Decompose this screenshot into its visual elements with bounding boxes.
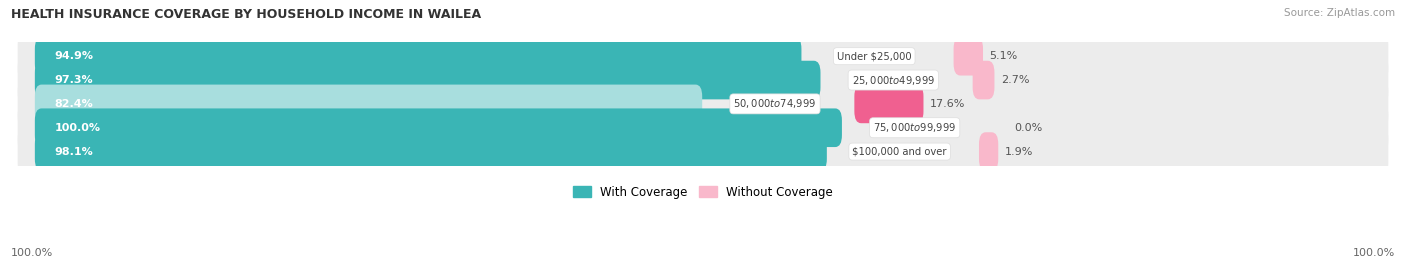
Text: HEALTH INSURANCE COVERAGE BY HOUSEHOLD INCOME IN WAILEA: HEALTH INSURANCE COVERAGE BY HOUSEHOLD I… (11, 8, 481, 21)
Legend: With Coverage, Without Coverage: With Coverage, Without Coverage (568, 181, 838, 203)
Text: 82.4%: 82.4% (55, 99, 93, 109)
Text: 0.0%: 0.0% (1014, 123, 1042, 133)
FancyBboxPatch shape (35, 61, 821, 99)
FancyBboxPatch shape (35, 37, 801, 76)
Text: $75,000 to $99,999: $75,000 to $99,999 (873, 121, 956, 134)
Text: Under $25,000: Under $25,000 (837, 51, 911, 61)
Text: 100.0%: 100.0% (55, 123, 101, 133)
Text: 17.6%: 17.6% (931, 99, 966, 109)
Text: 2.7%: 2.7% (1001, 75, 1029, 85)
FancyBboxPatch shape (35, 84, 702, 123)
Text: 100.0%: 100.0% (1353, 248, 1395, 258)
FancyBboxPatch shape (35, 108, 842, 147)
FancyBboxPatch shape (35, 132, 827, 171)
FancyBboxPatch shape (973, 61, 994, 99)
FancyBboxPatch shape (953, 37, 983, 76)
FancyBboxPatch shape (18, 26, 1388, 86)
Text: 94.9%: 94.9% (55, 51, 94, 61)
Text: $25,000 to $49,999: $25,000 to $49,999 (852, 73, 935, 87)
Text: 98.1%: 98.1% (55, 147, 93, 157)
Text: 5.1%: 5.1% (990, 51, 1018, 61)
FancyBboxPatch shape (979, 132, 998, 171)
Text: $50,000 to $74,999: $50,000 to $74,999 (734, 97, 817, 110)
Text: 100.0%: 100.0% (11, 248, 53, 258)
Text: $100,000 and over: $100,000 and over (852, 147, 946, 157)
Text: 1.9%: 1.9% (1005, 147, 1033, 157)
Text: Source: ZipAtlas.com: Source: ZipAtlas.com (1284, 8, 1395, 18)
FancyBboxPatch shape (855, 84, 924, 123)
FancyBboxPatch shape (18, 122, 1388, 182)
Text: 97.3%: 97.3% (55, 75, 93, 85)
FancyBboxPatch shape (18, 74, 1388, 134)
FancyBboxPatch shape (18, 98, 1388, 158)
FancyBboxPatch shape (18, 50, 1388, 110)
